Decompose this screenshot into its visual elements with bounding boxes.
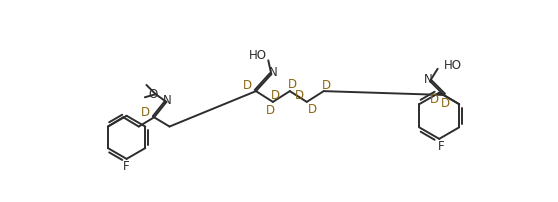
Text: F: F [123, 160, 130, 173]
Text: O: O [149, 87, 158, 100]
Text: N: N [268, 66, 277, 79]
Text: D: D [271, 88, 280, 101]
Text: D: D [287, 78, 297, 90]
Text: N: N [424, 73, 433, 86]
Text: HO: HO [444, 58, 462, 71]
Text: D: D [309, 102, 318, 115]
Text: D: D [295, 88, 304, 101]
Text: F: F [437, 140, 444, 153]
Text: D: D [430, 92, 439, 105]
Text: D: D [441, 97, 450, 110]
Text: HO: HO [249, 48, 267, 61]
Text: D: D [321, 79, 330, 92]
Text: D: D [141, 105, 150, 118]
Text: D: D [243, 79, 252, 92]
Text: D: D [266, 104, 275, 117]
Text: N: N [163, 94, 171, 107]
